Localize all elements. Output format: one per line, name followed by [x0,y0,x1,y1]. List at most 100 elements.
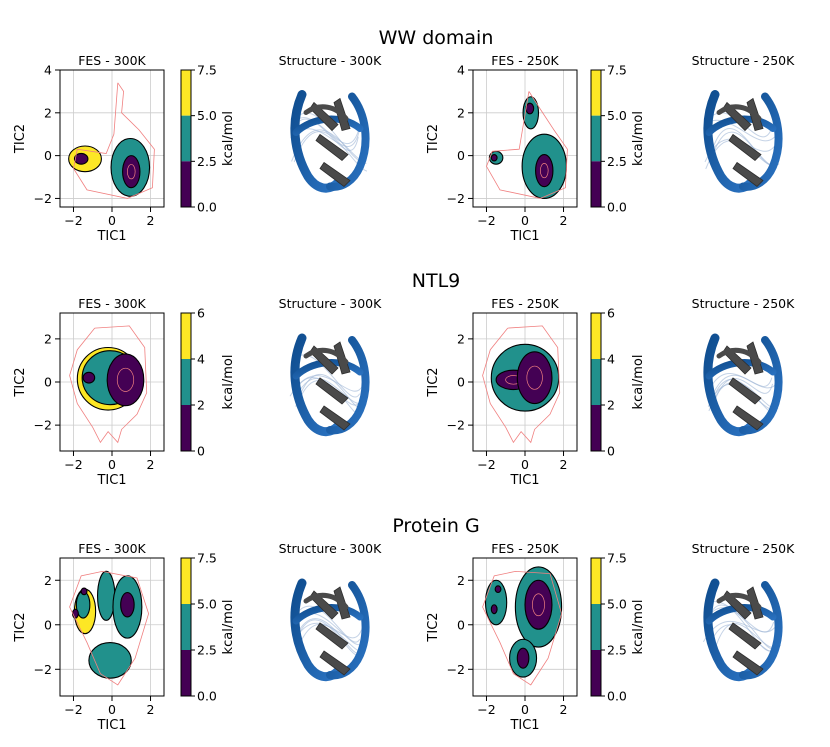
ticks: −2 0 2 −2 0 2 [447,331,568,472]
fes-basin-low [73,152,89,165]
fes-basin-low [120,591,135,618]
colorbar-band-mid [591,115,601,162]
x-tick-label: −2 [64,213,82,228]
ensemble-trace [297,619,361,656]
row-title: Protein G [392,515,479,537]
gray-sheet [315,622,349,650]
x-tick-label: 0 [521,702,529,717]
gray-loop [716,347,762,365]
x-tick-label: 2 [147,213,155,228]
y-tick-label: 4 [457,63,465,78]
gray-sheet [728,377,762,405]
colorbar-band-high [181,70,191,116]
colorbar-tick-label: 7.5 [607,551,627,566]
colorbar-band-high [181,313,191,359]
fes-basin-mid [88,642,132,679]
fes-inner-contour [116,367,135,392]
colorbar-band-mid [591,359,601,405]
gray-sheet [732,161,764,188]
blue-ribbon [739,92,783,191]
reference-contour [486,91,568,199]
ensemble-trace [706,600,775,633]
gray-loop [716,592,762,610]
ticks: −2 0 2 −2 0 2 4 [34,63,155,229]
fes-basin-low [106,353,145,407]
colorbar-tick-label: 2 [197,398,205,413]
protein-cartoon [702,578,783,682]
colorbar-tick-label: 6 [197,306,205,321]
x-axis-label: TIC1 [96,473,126,488]
row-title: NTL9 [412,270,461,292]
colorbar-band-low [591,161,601,207]
fes-inner-contour [532,593,545,617]
structure-r1-c1: Structure - 250K [692,296,795,437]
panel-title: FES - 250K [491,541,559,556]
x-tick-label: 0 [521,213,529,228]
structure-title: Structure - 250K [692,296,795,311]
protein-cartoon [289,333,370,437]
panels: −2 0 2 −2 0 2 4 FES - 300K TIC1 TIC2 −2 0 2 −2 0 2 4 FES … [13,53,578,733]
ensemble-trace [296,605,361,643]
x-tick-label: 2 [560,702,568,717]
fes-basins [68,82,155,199]
colorbar-tick-label: 0.0 [197,200,217,215]
colorbar-label: kcal/mol [631,355,646,410]
gray-loop [716,104,762,121]
y-axis-label: TIC2 [13,124,28,154]
colorbar-tick-label: 5.0 [607,597,627,612]
fes-basin-low [535,154,554,188]
colorbar-r2-c0: 0.0 2.5 5.0 7.5 kcal/mol [180,551,236,704]
y-tick-label: −2 [447,418,465,433]
y-axis-label: TIC2 [426,124,441,154]
colorbar-label: kcal/mol [631,600,646,655]
x-tick-label: −2 [477,213,495,228]
x-axis-label: TIC1 [96,718,126,733]
x-tick-label: −2 [477,457,495,472]
reference-contour [69,325,148,444]
fes-basin-mid [484,579,508,626]
colorbar-label: kcal/mol [221,355,236,410]
gray-sheet [319,650,351,676]
colorbar-band-low [181,405,191,451]
colorbar-band-mid [181,359,191,405]
x-tick-label: −2 [64,457,82,472]
reference-contour [482,571,563,686]
gray-sheet [732,650,764,676]
gray-loop [303,347,349,365]
colorbar-band-mid [181,115,191,162]
structure-r1-c0: Structure - 300K [279,296,382,437]
colorbar-label: kcal/mol [631,111,646,166]
colorbar-tick-label: 5.0 [197,597,217,612]
x-tick-label: 0 [108,457,116,472]
fes-basin-low [516,351,553,405]
colorbar-tick-label: 2.5 [197,154,217,169]
ensemble-trace [289,375,363,397]
y-tick-label: 2 [44,105,52,120]
fes-panel-r1-c0: −2 0 2 −2 0 2 FES - 300K TIC1 TIC2 [13,296,165,488]
fes-basin-low [490,154,498,162]
structure-title: Structure - 300K [279,53,382,68]
colorbar-tick-label: 2.5 [607,643,627,658]
blue-ribbon [739,581,783,680]
colorbar-tick-label: 6 [607,306,615,321]
colorbar-tick-label: 4 [607,352,615,367]
fes-basin-low [516,647,530,669]
y-tick-label: 2 [44,331,52,346]
colorbar-tick-label: 5.0 [197,108,217,123]
colorbar-band-low [181,650,191,696]
gray-sheet [732,405,764,431]
y-tick-label: 0 [44,148,52,163]
panel-title: FES - 300K [78,53,146,68]
blue-ribbon [739,336,783,435]
reference-contour [69,571,150,686]
x-tick-label: 0 [108,213,116,228]
fes-basins [69,325,148,444]
fes-basin-mid [97,570,116,621]
colorbar-frame [180,557,192,697]
fes-basins [482,566,563,686]
colorbar-r0-c1: 0.0 2.5 5.0 7.5 kcal/mol [590,63,646,215]
fes-inner-contour [526,365,543,390]
fes-inner-contour [127,164,136,180]
colorbar-frame [590,69,602,208]
